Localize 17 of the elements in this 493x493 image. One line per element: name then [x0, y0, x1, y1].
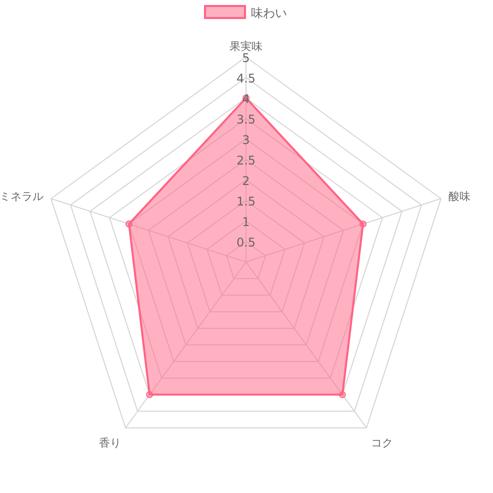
- legend-label: 味わい: [251, 6, 287, 20]
- y-tick-label: 3.5: [236, 112, 256, 126]
- spoke-label: コク: [371, 436, 394, 450]
- y-tick-label: 2.5: [236, 154, 256, 168]
- legend: 味わい: [204, 5, 287, 20]
- spoke-label: 酸味: [448, 190, 471, 204]
- y-tick-label: 2: [242, 174, 250, 188]
- y-tick-label: 3: [242, 133, 250, 147]
- y-tick-label: 4.5: [236, 72, 256, 86]
- spoke-label: 香り: [98, 436, 121, 450]
- y-tick-label: 4: [242, 92, 250, 106]
- spoke-label: 果実味: [230, 40, 262, 53]
- y-tick-label: 1.5: [236, 194, 256, 208]
- y-tick-label: 1: [242, 215, 250, 229]
- spoke-label: ミネラル: [0, 190, 44, 204]
- y-tick-label: 0.5: [236, 236, 256, 250]
- y-tick-label: 5: [242, 51, 250, 65]
